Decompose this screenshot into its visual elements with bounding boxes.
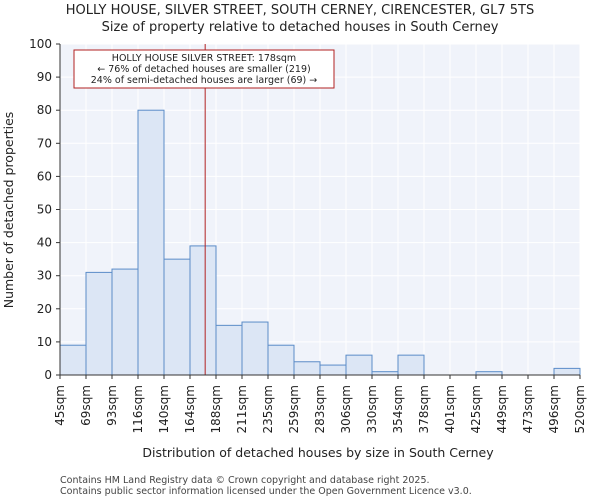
- x-tick-label: 69sqm: [79, 385, 93, 426]
- y-tick-label: 70: [37, 136, 52, 150]
- y-tick-label: 40: [37, 236, 52, 250]
- y-tick-label: 20: [37, 302, 52, 316]
- bars: [59, 109, 581, 376]
- x-tick-label: 306sqm: [339, 385, 353, 433]
- annotation-line-1: HOLLY HOUSE SILVER STREET: 178sqm: [112, 53, 296, 64]
- histogram-bar: [111, 268, 139, 376]
- annotation-box: [73, 49, 335, 89]
- chart-title: HOLLY HOUSE, SILVER STREET, SOUTH CERNEY…: [66, 3, 535, 18]
- x-tick-label: 140sqm: [157, 385, 171, 433]
- histogram-bar: [85, 271, 113, 376]
- histogram-bar: [319, 364, 347, 376]
- histogram-bar: [345, 354, 373, 376]
- y-tick-label: 0: [44, 368, 52, 382]
- histogram-bar: [59, 344, 87, 376]
- annotation-line-3: 24% of semi-detached houses are larger (…: [91, 75, 318, 86]
- marker-annotation: HOLLY HOUSE SILVER STREET: 178sqm ← 76% …: [73, 49, 335, 89]
- x-tick-label: 520sqm: [573, 385, 587, 433]
- x-tick-label: 259sqm: [287, 385, 301, 433]
- x-tick-label: 401sqm: [443, 385, 457, 433]
- histogram-bar: [163, 258, 191, 376]
- y-tick-label: 30: [37, 269, 52, 283]
- histogram-bar: [215, 324, 243, 376]
- y-tick-label: 60: [37, 169, 52, 183]
- x-tick-label: 211sqm: [235, 385, 249, 433]
- y-axis: 0 10 20 30 40 50 60 70 80 90 100: [29, 37, 60, 382]
- chart-subtitle: Size of property relative to detached ho…: [102, 20, 499, 35]
- x-axis: 45sqm 69sqm 93sqm 116sqm 140sqm 164sqm 188sqm 2…: [53, 375, 587, 433]
- y-axis-label: Number of detached properties: [1, 112, 16, 309]
- x-tick-label: 93sqm: [105, 385, 119, 426]
- x-tick-label: 354sqm: [391, 385, 405, 433]
- x-tick-label: 45sqm: [53, 385, 67, 426]
- x-tick-label: 188sqm: [209, 385, 223, 433]
- annotation-line-2: ← 76% of detached houses are smaller (21…: [97, 64, 310, 75]
- x-tick-label: 425sqm: [469, 385, 483, 433]
- footer-line-1: Contains HM Land Registry data © Crown c…: [60, 475, 430, 486]
- histogram-bar: [397, 354, 425, 376]
- x-tick-label: 449sqm: [495, 385, 509, 433]
- footer-line-2: Contains public sector information licen…: [60, 486, 472, 497]
- histogram-bar: [137, 109, 165, 376]
- histogram-bar: [189, 245, 217, 376]
- x-tick-label: 283sqm: [313, 385, 327, 433]
- histogram-bar: [267, 344, 295, 376]
- y-tick-label: 100: [29, 37, 52, 51]
- x-tick-label: 496sqm: [547, 385, 561, 433]
- y-tick-label: 80: [37, 103, 52, 117]
- x-tick-label: 116sqm: [131, 385, 145, 433]
- y-tick-label: 90: [37, 70, 52, 84]
- x-tick-label: 378sqm: [417, 385, 431, 433]
- x-tick-label: 235sqm: [261, 385, 275, 433]
- y-tick-label: 50: [37, 203, 52, 217]
- histogram-bar: [241, 321, 269, 376]
- histogram-bar: [293, 361, 321, 376]
- histogram-bar: [553, 367, 581, 376]
- x-tick-label: 330sqm: [365, 385, 379, 433]
- x-axis-label: Distribution of detached houses by size …: [142, 445, 494, 460]
- y-tick-label: 10: [37, 335, 52, 349]
- x-tick-label: 164sqm: [183, 385, 197, 433]
- x-tick-label: 473sqm: [521, 385, 535, 433]
